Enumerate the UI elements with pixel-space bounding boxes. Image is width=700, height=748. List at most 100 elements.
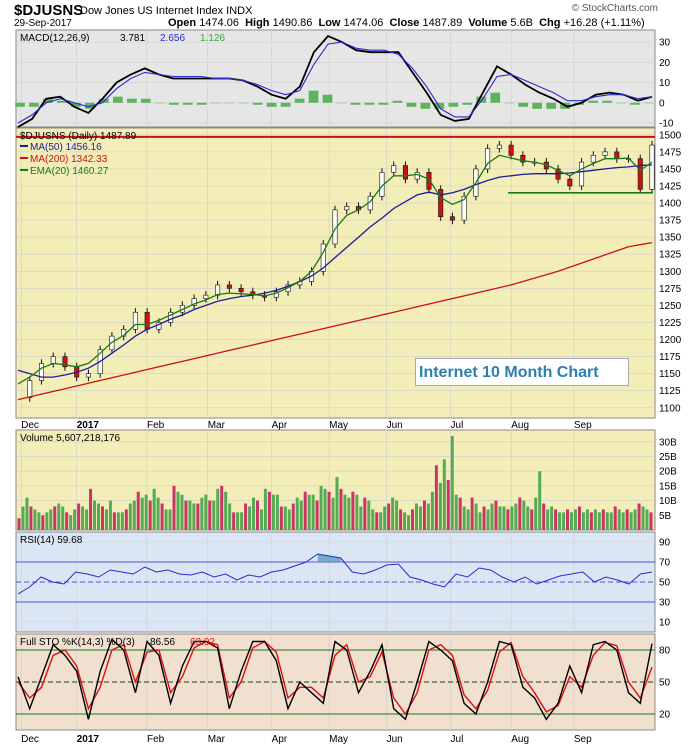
volume-bar	[383, 506, 387, 530]
macd-legend-value: 2.656	[160, 33, 185, 44]
macd-histogram-bar	[154, 102, 165, 104]
x-tick-label: Apr	[272, 734, 288, 745]
x-tick-label: Mar	[208, 734, 226, 745]
macd-histogram-bar	[476, 96, 487, 103]
volume-bar	[331, 497, 335, 530]
y-tick-label: 1150	[659, 369, 681, 380]
volume-bar	[379, 512, 383, 530]
chart-date: 29-Sep-2017	[14, 18, 72, 29]
macd-histogram-bar	[350, 102, 361, 105]
x-tick-label: 2017	[77, 734, 100, 745]
macd-histogram-bar	[364, 102, 375, 105]
ma50-line	[17, 164, 653, 378]
volume-bar	[482, 506, 486, 530]
y-tick-label: 1325	[659, 250, 682, 261]
volume-bar	[244, 503, 248, 530]
macd-histogram-bar	[85, 102, 95, 109]
volume-bar	[570, 512, 574, 530]
macd-histogram-bar	[182, 102, 193, 105]
close-value: 1487.89	[422, 17, 463, 29]
y-tick-label: 10	[659, 78, 671, 89]
y-tick-label: 1200	[659, 335, 682, 346]
volume-bar	[200, 497, 204, 530]
volume-bar	[407, 515, 411, 530]
price-candle	[38, 363, 44, 381]
y-tick-label: 25B	[659, 452, 677, 463]
volume-bar	[73, 509, 77, 530]
y-tick-label: 1175	[659, 352, 681, 363]
volume-bar	[395, 500, 399, 530]
macd-histogram-bar	[336, 102, 347, 104]
volume-bar	[589, 512, 593, 530]
volume-bar	[430, 491, 434, 530]
y-tick-label: 50	[659, 578, 671, 589]
change-value: +16.28 (+1.11%)	[563, 17, 645, 29]
high-value: 1490.86	[272, 17, 313, 29]
price-candle	[27, 380, 33, 398]
volume-bar	[363, 497, 367, 530]
volume-bar	[21, 506, 25, 530]
volume-bar	[538, 471, 542, 530]
macd-histogram-bar	[15, 102, 25, 107]
price-candle	[485, 148, 491, 170]
volume-bar	[192, 503, 196, 530]
volume-bar	[418, 506, 422, 530]
volume-bar	[351, 491, 355, 530]
volume-bar	[450, 435, 454, 530]
volume-bar	[562, 512, 566, 530]
volume-bar	[220, 485, 224, 530]
volume-bar	[633, 509, 637, 530]
volume-bar	[609, 512, 613, 530]
volume-bar	[212, 500, 216, 530]
x-tick-label: Sep	[574, 734, 592, 745]
volume-bar	[41, 515, 45, 530]
volume-bar	[267, 491, 271, 530]
y-tick-label: 80	[659, 646, 671, 657]
volume-bar	[148, 500, 152, 530]
volume-bar	[85, 509, 89, 530]
open-value: 1474.06	[199, 17, 239, 29]
y-tick-label: 1125	[659, 386, 681, 397]
volume-bar	[403, 512, 407, 530]
x-tick-label: Jul	[451, 734, 464, 745]
macd-histogram-bar	[504, 102, 515, 104]
volume-bar	[502, 506, 506, 530]
y-tick-label: 20	[659, 58, 671, 69]
macd-histogram-bar	[29, 102, 39, 107]
volume-bar	[224, 491, 228, 530]
volume-bar	[426, 503, 430, 530]
volume-bar	[490, 503, 494, 530]
x-tick-label: Mar	[208, 420, 226, 431]
macd-legend-value: 3.781	[120, 33, 145, 44]
y-tick-label: 20	[659, 710, 671, 721]
volume-bar	[25, 497, 29, 530]
volume-bar	[164, 509, 168, 530]
volume-bar	[399, 509, 403, 530]
low-value: 1474.06	[343, 17, 384, 29]
volume-bar	[617, 509, 621, 530]
macd-histogram-bar	[112, 96, 123, 103]
price-candle	[426, 172, 432, 190]
ma200-line	[17, 241, 653, 401]
y-tick-label: 10B	[659, 496, 677, 507]
macd-histogram-bar	[196, 102, 207, 105]
volume-bar	[104, 509, 108, 530]
x-tick-label: Sep	[574, 420, 592, 431]
rsi-line	[17, 553, 653, 595]
macd-histogram-bar	[532, 102, 543, 109]
volume-bar	[136, 491, 140, 530]
volume-bar	[486, 509, 490, 530]
macd-histogram-bar	[588, 100, 598, 103]
volume-bar	[37, 512, 41, 530]
volume-bar	[45, 512, 49, 530]
volume-value: 5.6B	[510, 17, 533, 29]
y-tick-label: 70	[659, 558, 671, 569]
volume-title: Volume 5,607,218,176	[20, 433, 121, 444]
sto-d-line	[17, 640, 653, 716]
price-candle	[62, 356, 68, 368]
macd-histogram-bar	[406, 102, 417, 107]
index-name: Dow Jones US Internet Index INDX	[80, 5, 252, 17]
volume-bar	[319, 485, 323, 530]
price-candle	[168, 311, 174, 323]
